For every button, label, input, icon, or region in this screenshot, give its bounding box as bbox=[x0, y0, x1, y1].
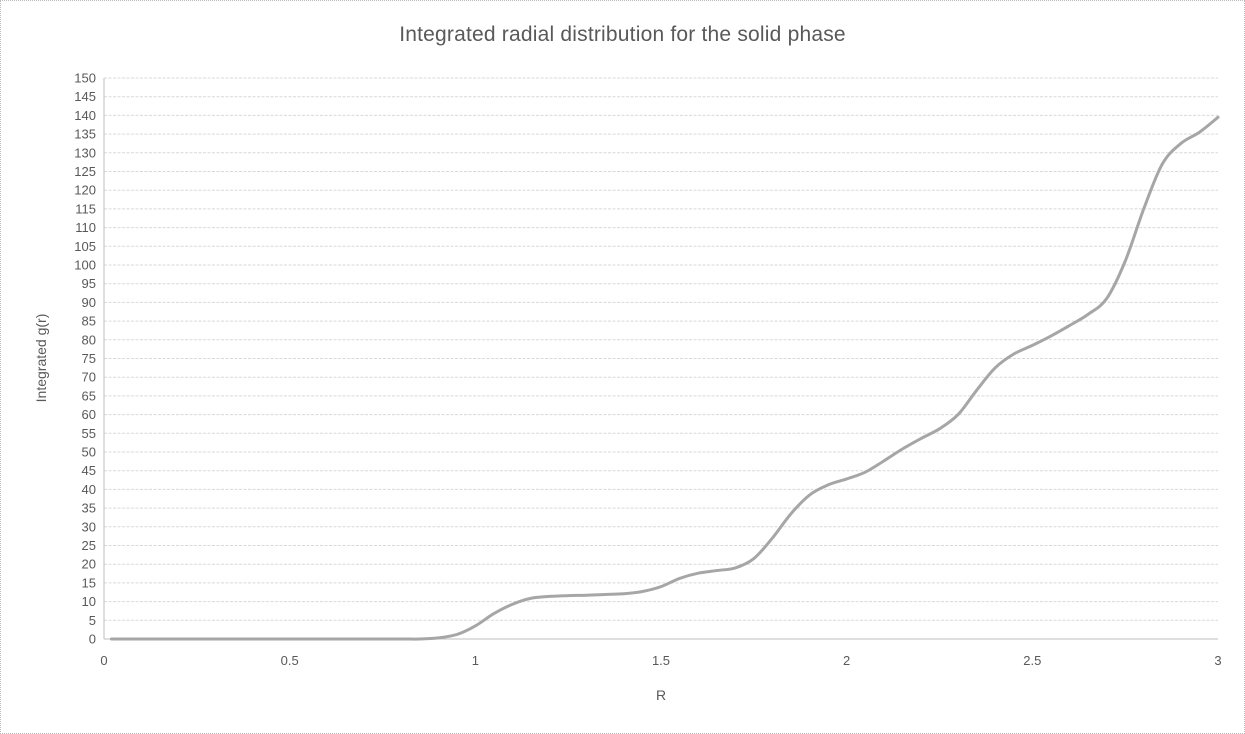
chart-title: Integrated radial distribution for the s… bbox=[399, 23, 846, 46]
y-tick-label: 70 bbox=[82, 370, 96, 385]
y-tick-label: 150 bbox=[74, 71, 96, 86]
x-axis-title: R bbox=[655, 687, 667, 703]
y-tick-label: 85 bbox=[82, 314, 96, 329]
x-tick-label: 0 bbox=[100, 653, 107, 668]
x-tick-label: 0.5 bbox=[281, 653, 299, 668]
y-tick-label: 145 bbox=[74, 89, 96, 104]
y-tick-label: 95 bbox=[82, 276, 96, 291]
y-tick-label: 35 bbox=[82, 501, 96, 516]
x-tick-label: 1.5 bbox=[652, 653, 670, 668]
y-tick-label: 50 bbox=[82, 445, 96, 460]
y-tick-label: 80 bbox=[82, 332, 96, 347]
x-tick-label: 3 bbox=[1214, 653, 1221, 668]
y-tick-label: 140 bbox=[74, 108, 96, 123]
y-tick-label: 125 bbox=[74, 164, 96, 179]
y-tick-label: 15 bbox=[82, 575, 96, 590]
y-tick-label: 60 bbox=[82, 407, 96, 422]
y-tick-label: 10 bbox=[82, 594, 96, 609]
y-tick-label: 90 bbox=[82, 295, 96, 310]
y-tick-label: 65 bbox=[82, 388, 96, 403]
y-tick-label: 5 bbox=[89, 613, 96, 628]
y-tick-label: 110 bbox=[75, 220, 96, 235]
y-tick-label: 0 bbox=[89, 632, 96, 647]
x-tick-label: 2 bbox=[843, 653, 850, 668]
y-axis-title: Integrated g(r) bbox=[33, 313, 49, 403]
x-tick-label: 2.5 bbox=[1023, 653, 1041, 668]
y-tick-label: 20 bbox=[82, 557, 96, 572]
x-tick-label: 1 bbox=[472, 653, 479, 668]
y-tick-label: 115 bbox=[75, 201, 96, 216]
y-tick-label: 25 bbox=[82, 538, 96, 553]
y-tick-label: 100 bbox=[74, 258, 96, 273]
y-tick-label: 75 bbox=[82, 351, 96, 366]
y-tick-label: 30 bbox=[82, 519, 96, 534]
series-line bbox=[109, 115, 1220, 641]
y-tick-label: 55 bbox=[82, 426, 96, 441]
y-tick-label: 135 bbox=[74, 127, 96, 142]
y-tick-label: 105 bbox=[74, 239, 96, 254]
y-tick-label: 45 bbox=[82, 463, 96, 478]
y-tick-label: 130 bbox=[74, 145, 96, 160]
y-tick-label: 120 bbox=[74, 183, 96, 198]
y-tick-label: 40 bbox=[82, 482, 96, 497]
